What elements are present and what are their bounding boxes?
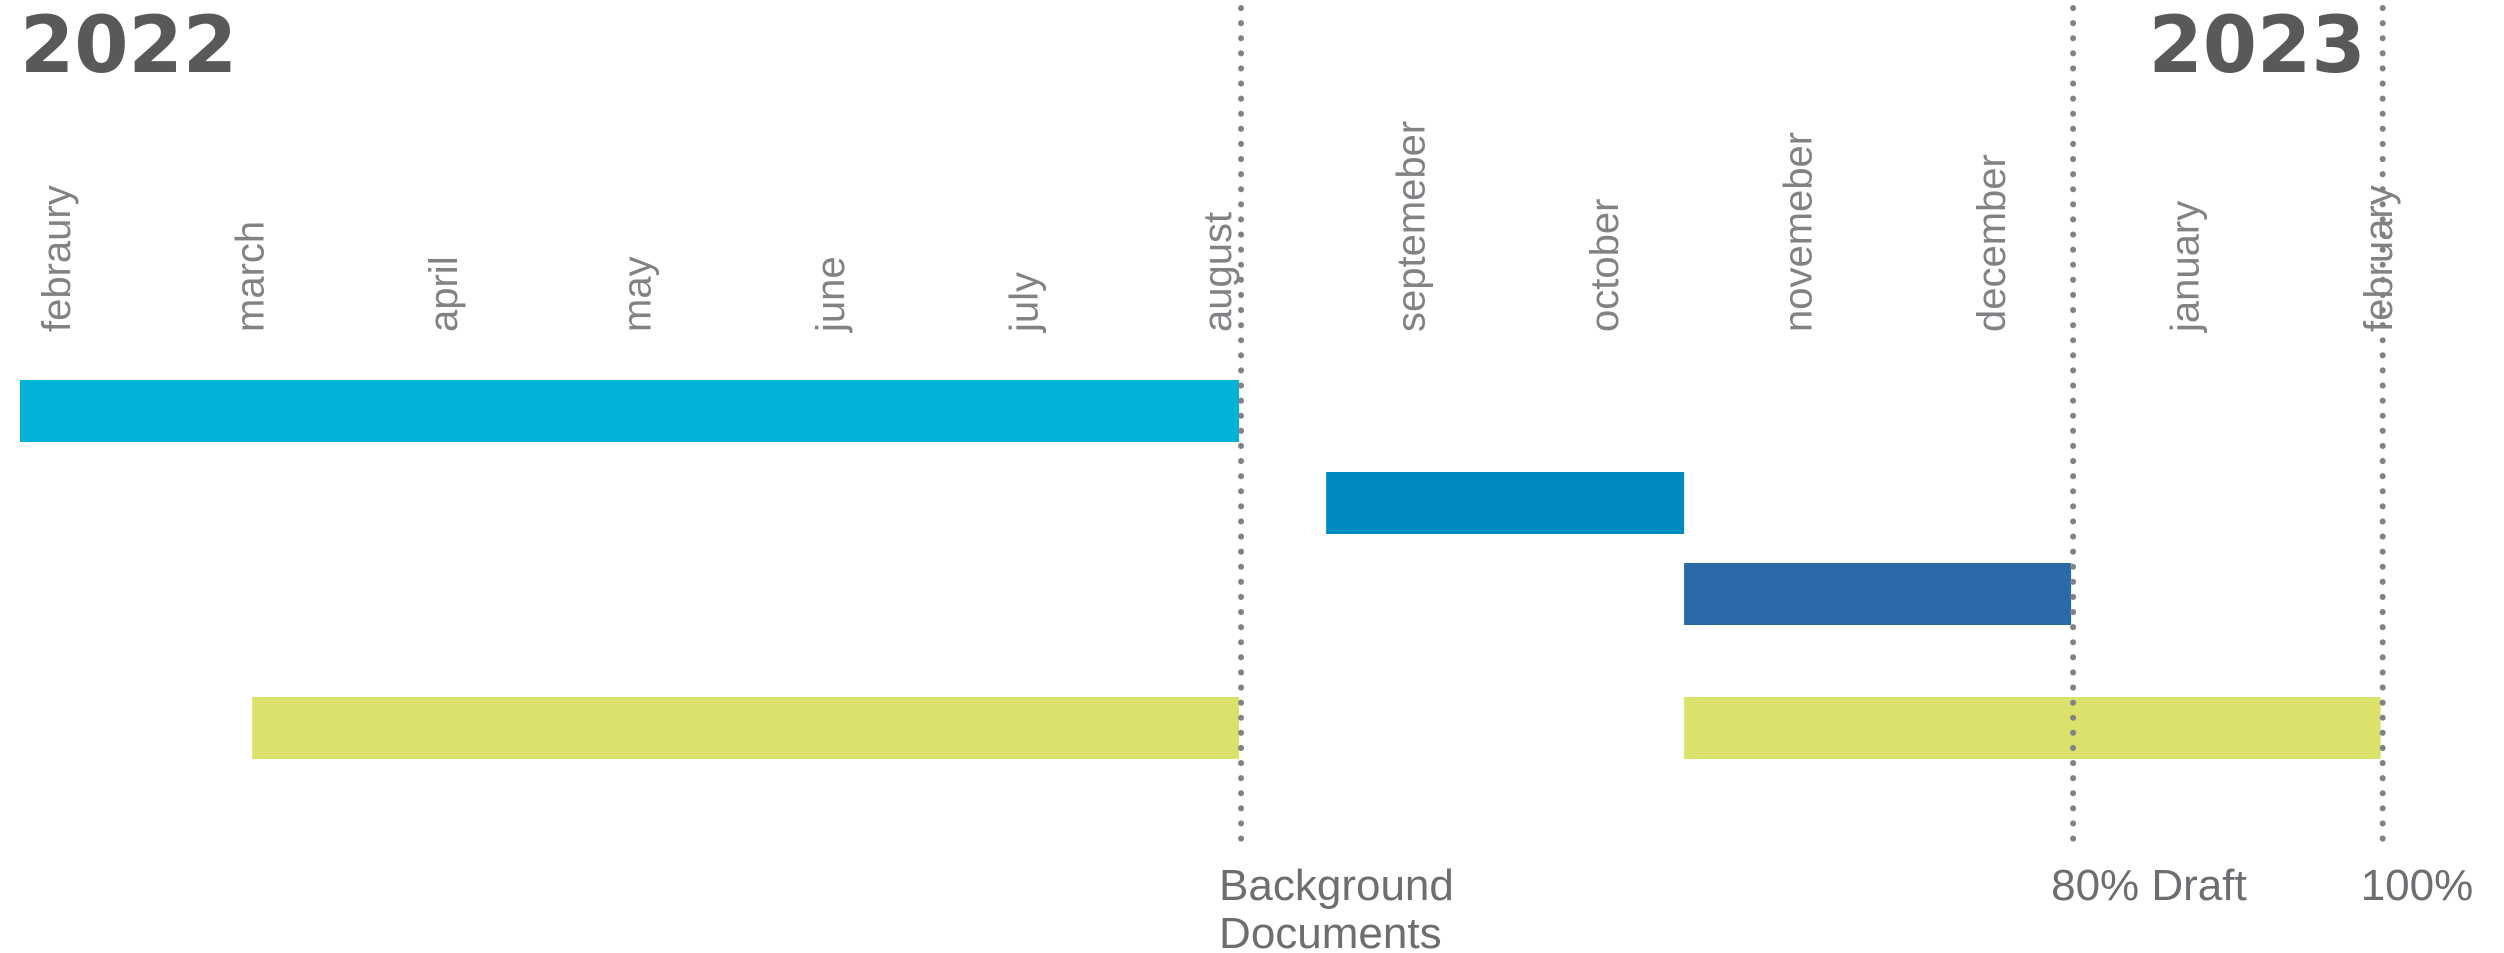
- milestone-label-1-line-1: Background: [1219, 861, 1454, 910]
- month-label-4: may: [616, 256, 660, 332]
- timeline-bar-2: [1326, 472, 1685, 534]
- month-label-10: novemeber: [1777, 132, 1821, 332]
- month-label-3: april: [422, 256, 466, 332]
- month-label-13: february: [2357, 185, 2401, 332]
- month-label-6: july: [1003, 272, 1047, 333]
- timeline-bar-4: [252, 697, 1240, 759]
- month-label-2: march: [229, 221, 273, 332]
- milestone-lines-layer: [1238, 5, 2386, 851]
- month-label-11: december: [1970, 154, 2014, 332]
- timeline-bar-3: [1684, 563, 2072, 625]
- milestone-label-2: 80% Draft: [2051, 861, 2247, 910]
- month-label-7: august: [1196, 212, 1240, 332]
- month-labels-layer: febraury march april may june july august septe…: [35, 121, 2401, 333]
- milestone-label-1-line-2: Documents: [1219, 909, 1442, 953]
- month-label-5: june: [809, 256, 853, 333]
- year-label-2022: 2022: [20, 1, 237, 91]
- year-label-2023: 2023: [2149, 1, 2366, 91]
- month-label-9: october: [1583, 199, 1627, 332]
- month-label-8: septemeber: [1390, 121, 1434, 332]
- bars-layer: [20, 380, 2381, 759]
- year-labels-layer: 2022 2023: [20, 1, 2366, 91]
- month-label-12: january: [2164, 201, 2208, 333]
- milestone-label-3: 100%: [2361, 861, 2474, 910]
- timeline-bar-1: [20, 380, 1240, 442]
- timeline-bar-5: [1684, 697, 2381, 759]
- month-label-1: febraury: [35, 185, 79, 332]
